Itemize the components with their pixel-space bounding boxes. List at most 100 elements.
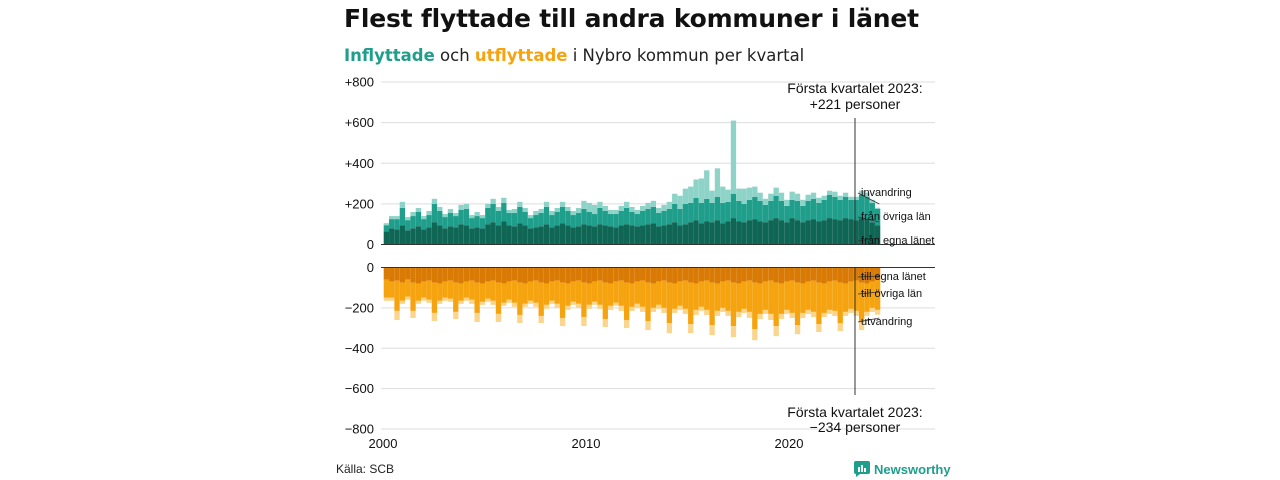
bar-out-utvandring — [479, 301, 486, 305]
bar-in-från-egna-länet — [720, 223, 726, 245]
bar-in-från-egna-länet — [506, 225, 512, 245]
bar-out-utvandring — [421, 297, 427, 301]
bar-out-till-övriga-län — [768, 280, 774, 314]
bar-in-från-övriga-län — [383, 225, 389, 232]
subtitle-utflyttade: utflyttade — [474, 46, 568, 65]
bar-out-till-egna-länet — [511, 267, 518, 281]
bar-out-utvandring — [431, 312, 438, 321]
bar-out-utvandring — [666, 323, 673, 334]
bar-in-invandring — [832, 191, 838, 197]
bar-in-från-övriga-län — [704, 198, 710, 222]
bar-in-från-egna-länet — [511, 226, 518, 245]
bar-out-till-övriga-län — [431, 282, 438, 313]
bar-in-från-övriga-län — [506, 213, 512, 226]
bar-in-från-övriga-län — [672, 203, 678, 223]
bar-out-utvandring — [538, 315, 544, 324]
bar-in-från-egna-länet — [778, 220, 785, 245]
y-tick-label-top: +800 — [345, 75, 374, 90]
bar-out-utvandring — [661, 307, 667, 313]
bar-in-från-egna-länet — [474, 227, 480, 245]
bar-out-till-egna-länet — [784, 267, 790, 282]
bar-out-till-övriga-län — [789, 280, 795, 313]
bar-out-till-övriga-län — [554, 280, 560, 304]
bar-in-från-övriga-län — [549, 215, 555, 228]
bar-out-till-övriga-län — [389, 281, 395, 298]
bar-out-utvandring — [629, 306, 635, 311]
bar-out-utvandring — [864, 311, 870, 316]
bar-out-till-egna-länet — [479, 267, 486, 284]
bar-in-från-egna-länet — [586, 225, 592, 245]
bar-in-från-övriga-län — [421, 219, 427, 230]
y-tick-label-top: +600 — [345, 115, 374, 130]
bar-out-till-övriga-län — [506, 281, 512, 300]
bar-out-till-övriga-län — [618, 280, 624, 306]
bar-in-invandring — [559, 201, 566, 207]
bar-out-till-egna-länet — [698, 267, 705, 282]
bar-out-till-egna-länet — [410, 267, 416, 283]
bar-in-från-övriga-län — [511, 213, 518, 227]
bar-out-till-egna-länet — [490, 267, 496, 281]
bar-in-invandring — [458, 204, 464, 210]
bar-out-till-egna-länet — [506, 267, 512, 282]
bar-out-till-egna-länet — [773, 267, 779, 283]
bar-out-till-egna-länet — [549, 267, 555, 282]
bar-in-från-övriga-län — [565, 210, 571, 226]
bar-in-från-övriga-län — [431, 203, 438, 223]
bar-in-från-övriga-län — [399, 207, 406, 226]
bar-out-till-övriga-län — [816, 282, 822, 325]
bar-in-från-övriga-län — [597, 207, 603, 225]
bar-out-till-egna-länet — [794, 267, 801, 283]
bar-out-till-övriga-län — [666, 282, 673, 324]
series-label-bottom: utvandring — [861, 316, 912, 328]
bar-in-från-övriga-län — [730, 193, 737, 219]
bar-in-från-egna-länet — [730, 218, 737, 245]
bar-out-utvandring — [410, 310, 416, 318]
bar-out-utvandring — [570, 301, 576, 305]
bar-out-till-övriga-län — [437, 283, 443, 301]
bar-in-från-egna-länet — [575, 226, 582, 245]
bar-out-utvandring — [522, 303, 528, 307]
bar-out-utvandring — [837, 323, 843, 332]
bar-out-till-egna-länet — [533, 267, 539, 281]
bar-in-invandring — [858, 190, 865, 195]
bar-out-till-övriga-län — [565, 283, 571, 306]
bar-out-utvandring — [613, 302, 619, 306]
bar-out-till-övriga-län — [607, 283, 614, 306]
bar-out-utvandring — [527, 300, 534, 304]
bar-out-till-egna-länet — [682, 267, 689, 281]
bar-out-utvandring — [874, 309, 881, 315]
bar-out-utvandring — [533, 302, 539, 307]
bar-out-till-egna-länet — [725, 267, 731, 281]
bar-in-från-övriga-län — [650, 206, 656, 224]
bar-in-invandring — [730, 120, 737, 194]
bar-in-från-övriga-län — [837, 199, 843, 221]
bar-out-till-övriga-län — [634, 281, 640, 304]
bar-out-till-övriga-län — [720, 281, 726, 308]
bar-out-till-övriga-län — [522, 283, 528, 304]
bar-out-till-egna-länet — [389, 267, 395, 282]
bar-in-från-övriga-län — [746, 199, 753, 221]
bar-in-från-övriga-län — [607, 214, 614, 227]
bar-in-invandring — [607, 209, 614, 215]
bar-out-utvandring — [415, 300, 422, 304]
bar-in-från-övriga-län — [789, 199, 795, 219]
bar-in-invandring — [479, 215, 486, 219]
y-tick-label-top: 0 — [367, 237, 374, 252]
bar-in-från-övriga-län — [752, 196, 758, 220]
bar-in-från-övriga-län — [784, 205, 790, 223]
series-label-top: från övriga län — [861, 211, 931, 223]
bar-in-från-övriga-län — [800, 205, 806, 223]
bar-out-till-egna-länet — [869, 267, 875, 282]
bar-out-till-egna-länet — [656, 267, 662, 282]
bar-in-från-egna-länet — [789, 218, 795, 245]
bar-out-till-egna-länet — [672, 267, 678, 284]
bar-in-från-övriga-län — [794, 200, 801, 221]
bar-in-invandring — [581, 200, 587, 209]
bar-out-till-egna-länet — [522, 267, 528, 284]
bar-in-från-egna-länet — [431, 222, 438, 245]
bar-out-utvandring — [624, 319, 630, 329]
bar-out-utvandring — [736, 311, 742, 317]
bar-in-från-övriga-län — [538, 213, 544, 227]
bar-out-till-övriga-län — [805, 281, 811, 310]
bar-out-utvandring — [634, 303, 640, 308]
